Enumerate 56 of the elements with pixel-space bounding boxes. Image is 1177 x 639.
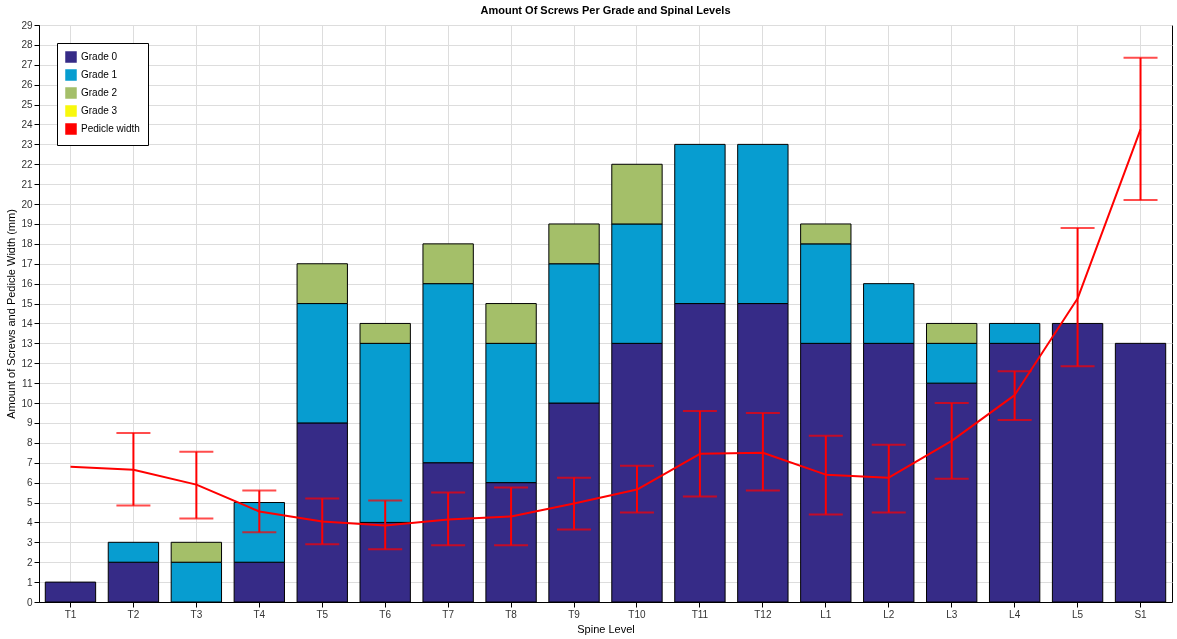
x-axis-title: Spine Level xyxy=(577,622,635,635)
y-tick-label: 4 xyxy=(26,516,33,528)
y-tick-label: 24 xyxy=(21,118,33,130)
y-tick-label: 3 xyxy=(26,536,33,548)
x-tick-label: T4 xyxy=(253,608,266,620)
y-tick-label: 7 xyxy=(26,457,33,469)
x-tick-label: T9 xyxy=(568,608,581,620)
y-tick-label: 5 xyxy=(26,497,33,509)
y-tick-label: 29 xyxy=(21,19,33,31)
y-tick-label: 14 xyxy=(21,317,33,329)
y-tick-label: 15 xyxy=(21,298,33,310)
legend-label: Grade 2 xyxy=(81,87,118,98)
x-tick-label: L2 xyxy=(883,608,895,620)
y-axis-title: Amount of Screws and Pedicle Width (mm) xyxy=(5,209,18,419)
y-tick-label: 16 xyxy=(21,278,33,290)
y-tick-label: 28 xyxy=(21,39,33,51)
y-tick-label: 25 xyxy=(21,99,33,111)
x-tick-label: L4 xyxy=(1009,608,1021,620)
y-tick-label: 11 xyxy=(22,377,33,389)
legend-label: Grade 1 xyxy=(81,69,118,80)
y-tick-label: 22 xyxy=(21,158,33,170)
x-tick-label: T7 xyxy=(442,608,455,620)
x-tick-label: T6 xyxy=(379,608,392,620)
y-tick-label: 10 xyxy=(21,397,33,409)
x-tick-label: T5 xyxy=(316,608,329,620)
x-tick-label: L1 xyxy=(820,608,832,620)
y-tick-label: 20 xyxy=(21,198,33,210)
y-tick-label: 8 xyxy=(26,437,33,449)
x-tick-label: T11 xyxy=(691,608,709,620)
y-tick-label: 18 xyxy=(21,238,33,250)
y-tick-label: 26 xyxy=(21,79,33,91)
chart-title: Amount Of Screws Per Grade and Spinal Levels xyxy=(480,4,731,16)
y-tick-label: 1 xyxy=(26,576,33,588)
x-tick-label: T8 xyxy=(505,608,518,620)
y-tick-label: 0 xyxy=(26,596,33,608)
y-tick-label: 21 xyxy=(21,178,33,190)
x-tick-label: T1 xyxy=(64,608,77,620)
x-tick-label: T3 xyxy=(190,608,203,620)
y-tick-label: 2 xyxy=(26,556,33,568)
x-tick-label: T2 xyxy=(127,608,140,620)
y-tick-label: 17 xyxy=(21,258,33,270)
y-tick-label: 27 xyxy=(21,59,33,71)
y-tick-label: 19 xyxy=(21,218,33,230)
x-tick-label: T12 xyxy=(754,608,772,620)
y-tick-label: 13 xyxy=(21,337,33,349)
legend-label: Pedicle width xyxy=(81,123,140,134)
legend-label: Grade 3 xyxy=(81,105,118,116)
y-tick-label: 6 xyxy=(26,477,33,489)
y-tick-label: 12 xyxy=(21,357,33,369)
x-tick-label: L5 xyxy=(1072,608,1084,620)
legend-label: Grade 0 xyxy=(81,51,118,62)
y-tick-label: 9 xyxy=(26,417,33,429)
y-tick-label: 23 xyxy=(21,138,33,150)
x-tick-label: S1 xyxy=(1134,608,1148,620)
x-tick-label: T10 xyxy=(628,608,647,620)
x-tick-label: L3 xyxy=(946,608,958,620)
